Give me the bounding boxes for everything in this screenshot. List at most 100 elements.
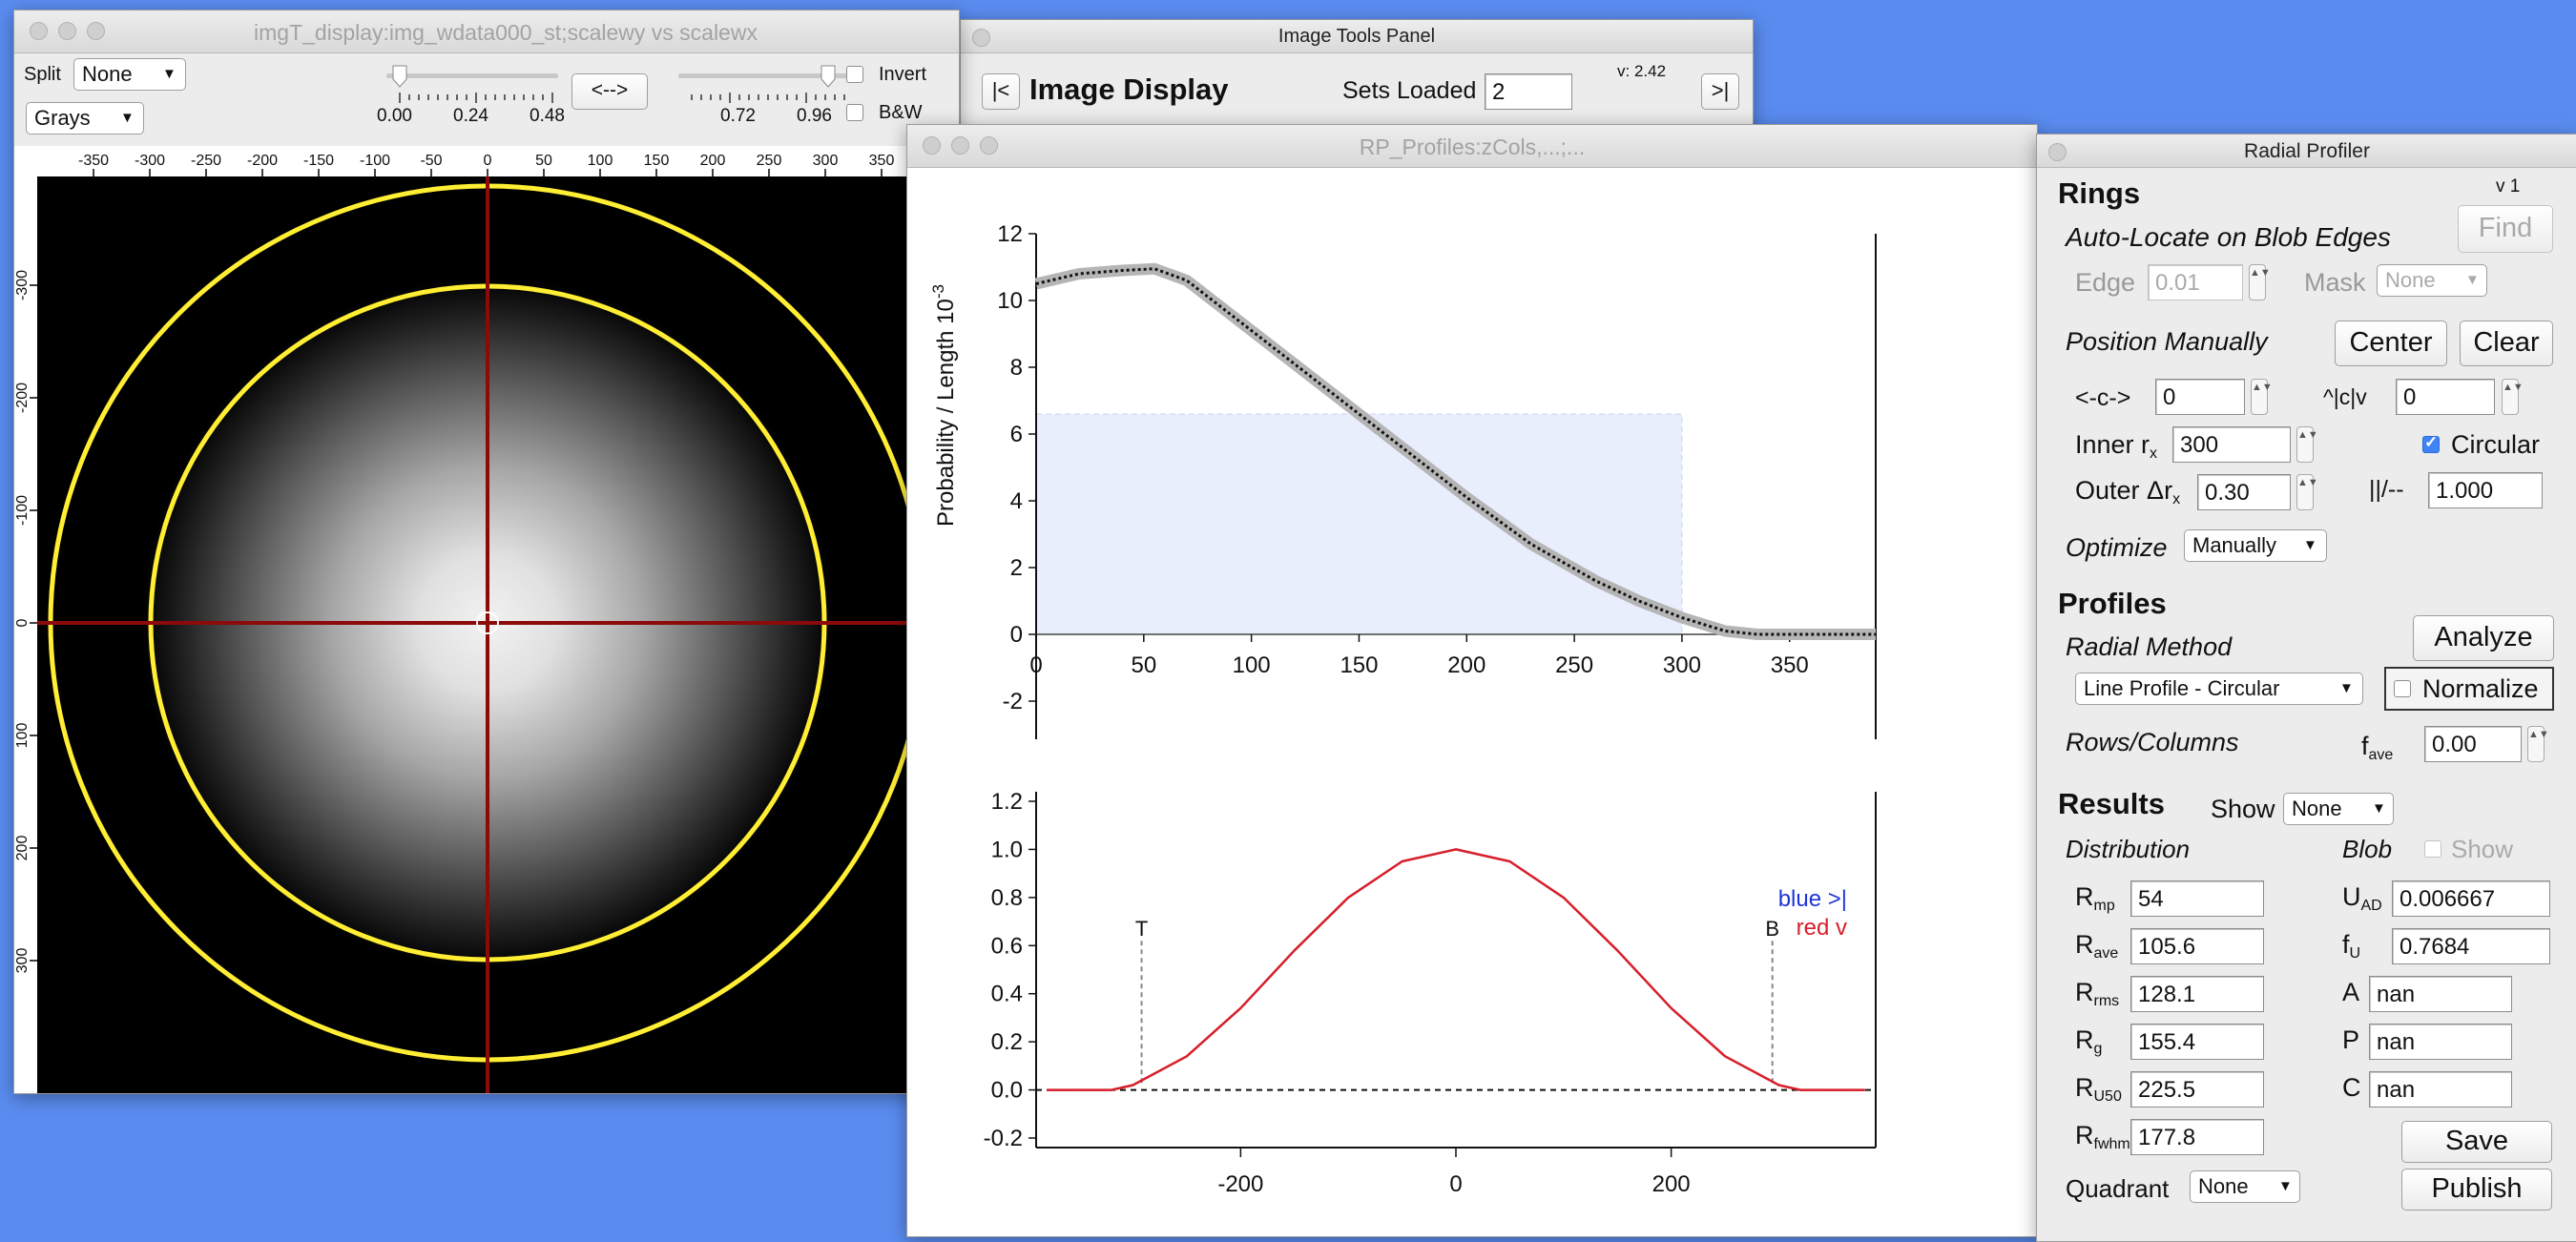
fave-stepper[interactable]: ▲▼ bbox=[2527, 726, 2549, 762]
blob-result-field[interactable]: nan bbox=[2369, 1071, 2512, 1107]
x-tick-label: -200 bbox=[1217, 1171, 1263, 1197]
image-display-heading: Image Display bbox=[1029, 72, 1229, 106]
normalize-checkbox[interactable] bbox=[2394, 680, 2411, 697]
fave-label: fave bbox=[2361, 732, 2393, 764]
aspect-ratio-field[interactable]: 1.000 bbox=[2428, 472, 2543, 508]
save-button[interactable]: Save bbox=[2401, 1121, 2552, 1163]
fave-field[interactable]: 0.00 bbox=[2424, 726, 2522, 762]
axis-tick-label: -50 bbox=[420, 153, 442, 169]
center-button[interactable]: Center bbox=[2335, 321, 2447, 366]
distribution-result-field[interactable]: 155.4 bbox=[2130, 1024, 2264, 1060]
legend-entry: red v bbox=[1797, 915, 1847, 941]
split-dropdown[interactable]: None ▼ bbox=[73, 58, 186, 91]
y-axis-label-exponent: -3 bbox=[929, 284, 947, 299]
chevron-down-icon: ▼ bbox=[2303, 537, 2317, 553]
right-range-slider[interactable] bbox=[669, 60, 860, 108]
show-dropdown[interactable]: None ▼ bbox=[2283, 793, 2394, 825]
radial-method-dropdown[interactable]: Line Profile - Circular ▼ bbox=[2075, 673, 2363, 705]
last-button[interactable]: >| bbox=[1701, 73, 1739, 110]
series-line bbox=[1047, 848, 1865, 1091]
horizontal-offset-stepper[interactable]: ▲▼ bbox=[2251, 379, 2273, 415]
axis-tick-label: -250 bbox=[191, 153, 221, 169]
blob-result-label: UAD bbox=[2342, 882, 2382, 915]
x-tick-label: 0 bbox=[1029, 652, 1042, 678]
inner-radius-field[interactable]: 300 bbox=[2172, 426, 2291, 463]
horizontal-offset-field[interactable]: 0 bbox=[2155, 379, 2245, 415]
blob-show-checkbox[interactable] bbox=[2424, 840, 2441, 858]
edge-stepper[interactable]: ▲▼ bbox=[2249, 264, 2271, 300]
window-title: RP_Profiles:zCols,...;... bbox=[1359, 135, 1586, 159]
close-window-button[interactable] bbox=[30, 22, 48, 40]
invert-checkbox[interactable] bbox=[846, 66, 863, 83]
close-window-button[interactable] bbox=[923, 136, 941, 155]
close-window-button[interactable] bbox=[972, 29, 990, 47]
first-button[interactable]: |< bbox=[982, 73, 1020, 110]
quadrant-value: None bbox=[2198, 1174, 2249, 1198]
axis-tick-label: -300 bbox=[14, 270, 31, 300]
analyze-button[interactable]: Analyze bbox=[2413, 615, 2554, 661]
blob-result-field[interactable]: nan bbox=[2369, 1024, 2512, 1060]
optimize-dropdown[interactable]: Manually ▼ bbox=[2184, 529, 2327, 562]
distribution-result-field[interactable]: 128.1 bbox=[2130, 976, 2264, 1012]
normalize-label: Normalize bbox=[2422, 674, 2539, 703]
result-symbol: R bbox=[2075, 1073, 2094, 1102]
blob-result-field[interactable]: nan bbox=[2369, 976, 2512, 1012]
circular-checkbox[interactable] bbox=[2422, 433, 2440, 453]
optimize-label: Optimize bbox=[2066, 533, 2168, 562]
mask-value: None bbox=[2385, 268, 2436, 292]
sets-loaded-field[interactable]: 2 bbox=[1485, 73, 1572, 110]
minimize-window-button[interactable] bbox=[951, 136, 969, 155]
titlebar[interactable]: Radial Profiler bbox=[2037, 135, 2576, 168]
colormap-dropdown[interactable]: Grays ▼ bbox=[26, 102, 144, 135]
minimize-window-button[interactable] bbox=[58, 22, 76, 40]
axis-tick-label: 100 bbox=[588, 153, 613, 169]
distribution-result-field[interactable]: 225.5 bbox=[2130, 1071, 2264, 1107]
bw-checkbox[interactable] bbox=[846, 104, 863, 121]
publish-button[interactable]: Publish bbox=[2401, 1169, 2552, 1211]
axis-tick-label: 100 bbox=[14, 723, 31, 749]
axis-tick-label: 300 bbox=[14, 948, 31, 974]
mask-dropdown[interactable]: None ▼ bbox=[2377, 264, 2487, 297]
outer-delta-stepper[interactable]: ▲▼ bbox=[2296, 474, 2318, 510]
vertical-offset-stepper[interactable]: ▲▼ bbox=[2502, 379, 2524, 415]
axis-tick-label: 0 bbox=[14, 618, 31, 627]
vertical-offset-field[interactable]: 0 bbox=[2396, 379, 2495, 415]
slider-tick-label: 0.00 bbox=[377, 106, 412, 126]
x-tick-label: 200 bbox=[1652, 1171, 1691, 1197]
line-profile-chart: -0.2 0.0 0.2 0.4 0.6 0.8 1.0 1.2 -200 0 200 T Bblue … bbox=[984, 789, 1877, 1197]
titlebar[interactable]: Image Tools Panel bbox=[961, 20, 1753, 53]
auto-locate-label: Auto-Locate on Blob Edges bbox=[2066, 222, 2391, 252]
blob-result-field[interactable]: 0.006667 bbox=[2392, 880, 2550, 917]
distribution-result-field[interactable]: 105.6 bbox=[2130, 928, 2264, 964]
close-window-button[interactable] bbox=[2048, 143, 2067, 161]
find-button[interactable]: Find bbox=[2458, 205, 2553, 253]
zoom-window-button[interactable] bbox=[87, 22, 105, 40]
normalize-toggle[interactable]: Normalize bbox=[2384, 667, 2554, 711]
left-range-slider[interactable] bbox=[377, 60, 568, 108]
slider-tick-label: 0.96 bbox=[797, 106, 832, 126]
quadrant-dropdown[interactable]: None ▼ bbox=[2190, 1170, 2300, 1203]
y-tick-label: 8 bbox=[1010, 355, 1023, 381]
slider-thumb[interactable] bbox=[821, 65, 836, 88]
blob-label: Blob bbox=[2342, 835, 2393, 863]
swap-button[interactable]: <--> bbox=[571, 73, 648, 110]
inner-radius-stepper[interactable]: ▲▼ bbox=[2296, 426, 2318, 463]
image-canvas[interactable]: -350 -300 -250 -200 -150 -100 -50 0 50 100 150 200 2… bbox=[14, 146, 959, 1093]
zoom-window-button[interactable] bbox=[980, 136, 998, 155]
slider-thumb[interactable] bbox=[392, 65, 407, 88]
edge-field[interactable]: 0.01 bbox=[2148, 264, 2243, 300]
distribution-result-field[interactable]: 177.8 bbox=[2130, 1119, 2264, 1155]
titlebar[interactable]: RP_Profiles:zCols,...;... bbox=[907, 125, 2037, 168]
outer-delta-field[interactable]: 0.30 bbox=[2197, 474, 2291, 510]
fave-label-sub: ave bbox=[2368, 747, 2394, 763]
image-plot: -350 -300 -250 -200 -150 -100 -50 0 50 100 150 200 2… bbox=[14, 153, 959, 1093]
clear-button[interactable]: Clear bbox=[2460, 321, 2553, 366]
blob-result-field[interactable]: 0.7684 bbox=[2392, 928, 2550, 964]
distribution-result-field[interactable]: 54 bbox=[2130, 880, 2264, 917]
axis-tick-label: -300 bbox=[135, 153, 165, 169]
radial-method-label: Radial Method bbox=[2066, 632, 2233, 661]
center-marker[interactable] bbox=[476, 611, 499, 634]
titlebar[interactable]: imgT_display:img_wdata000_st;scalewy vs … bbox=[14, 10, 959, 53]
y-tick-label: 4 bbox=[1010, 488, 1023, 514]
